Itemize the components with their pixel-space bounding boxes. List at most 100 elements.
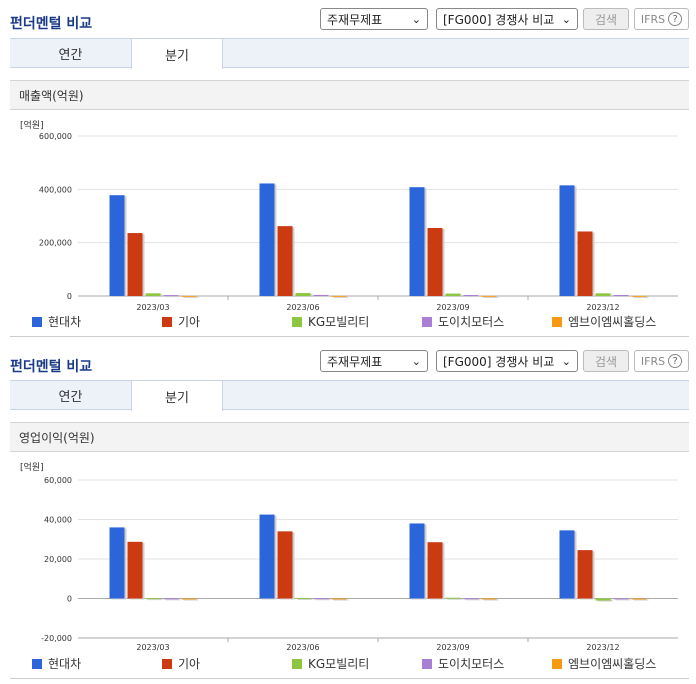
bar-기아-2023-09	[427, 228, 443, 296]
bar-도이치모터스-2023-06	[313, 598, 329, 600]
bar-현대차-2023-03	[109, 195, 125, 296]
legend-label: 도이치모터스	[438, 657, 505, 671]
x-tick-label: 2023/09	[436, 643, 469, 652]
peer-group-select[interactable]: [FG000] 경쟁사 비교 ⌄	[436, 8, 578, 30]
bar-현대차-2023-12	[559, 185, 575, 296]
unit-label: [억원]	[20, 463, 44, 473]
ifrs-help-button[interactable]: IFRS ?	[634, 350, 689, 372]
legend-swatch	[162, 316, 172, 327]
bar-엠브이엠씨홀딩스-2023-03	[181, 598, 197, 600]
legend-swatch	[32, 316, 42, 327]
bar-shadow	[447, 598, 463, 600]
bar-shadow	[297, 598, 313, 600]
tab-annual[interactable]: 연간	[58, 390, 83, 405]
legend-label: 엠브이엠씨홀딩스	[568, 657, 657, 671]
legend-item-도이치모터스[interactable]: 도이치모터스	[422, 655, 504, 672]
legend-swatch	[422, 658, 432, 669]
legend-item-기아[interactable]: 기아	[162, 313, 200, 330]
bar-도이치모터스-2023-12	[613, 598, 629, 600]
tab-quarterly[interactable]: 분기	[131, 39, 223, 69]
chevron-down-icon: ⌄	[411, 12, 421, 26]
legend-label: 도이치모터스	[438, 315, 505, 329]
y-tick-label: 0	[67, 292, 72, 301]
ifrs-label: IFRS	[640, 354, 666, 368]
bar-엠브이엠씨홀딩스-2023-12	[631, 598, 647, 600]
statement-type-select[interactable]: 주재무제표 ⌄	[320, 8, 428, 30]
bar-shadow	[615, 599, 631, 601]
legend-item-KG모빌리티[interactable]: KG모빌리티	[292, 313, 369, 330]
unit-label: [억원]	[20, 121, 44, 131]
legend-swatch	[32, 658, 42, 669]
statement-type-value: 주재무제표	[327, 12, 383, 27]
legend-item-기아[interactable]: 기아	[162, 655, 200, 672]
bar-기아-2023-12	[577, 231, 593, 296]
bar-기아-2023-03	[127, 233, 143, 296]
bar-shadow	[633, 599, 649, 601]
legend-label: 기아	[178, 315, 201, 329]
bar-shadow	[597, 599, 613, 602]
y-tick-label: 200,000	[39, 239, 72, 248]
peer-group-select[interactable]: [FG000] 경쟁사 비교 ⌄	[436, 350, 578, 372]
legend-label: KG모빌리티	[308, 657, 370, 671]
peer-group-value: [FG000] 경쟁사 비교	[443, 354, 555, 369]
bar-현대차-2023-12	[559, 530, 575, 599]
bar-도이치모터스-2023-03	[163, 598, 179, 600]
tab-quarterly[interactable]: 분기	[131, 381, 223, 411]
search-button[interactable]: 검색	[583, 8, 629, 30]
bar-shadow	[483, 599, 499, 601]
legend-swatch	[162, 658, 172, 669]
legend-swatch	[422, 316, 432, 327]
bar-현대차-2023-09	[409, 187, 425, 296]
bar-shadow	[333, 296, 349, 298]
fundamental-compare-section-1: 펀더멘털 비교 주재무제표 ⌄ [FG000] 경쟁사 비교 ⌄ 검색 IFRS ?…	[10, 8, 689, 337]
bar-shadow	[183, 296, 199, 298]
legend-swatch	[552, 316, 562, 327]
bar-기아-2023-06	[277, 226, 293, 296]
bar-KG모빌리티-2023-12	[595, 293, 611, 296]
divider	[10, 336, 689, 337]
bar-기아-2023-12	[577, 550, 593, 599]
legend-item-KG모빌리티[interactable]: KG모빌리티	[292, 655, 369, 672]
legend-swatch	[292, 316, 302, 327]
ifrs-label: IFRS	[640, 12, 666, 26]
bar-기아-2023-09	[427, 542, 443, 599]
bar-현대차-2023-09	[409, 523, 425, 599]
section-title: 펀더멘털 비교	[10, 359, 93, 375]
bar-도이치모터스-2023-09	[463, 295, 479, 297]
bar-shadow	[315, 599, 331, 601]
tab-annual[interactable]: 연간	[58, 48, 83, 63]
bar-shadow	[465, 599, 481, 601]
bar-shadow	[165, 296, 181, 298]
statement-type-select[interactable]: 주재무제표 ⌄	[320, 350, 428, 372]
legend-item-현대차[interactable]: 현대차	[32, 313, 81, 330]
legend-label: KG모빌리티	[308, 315, 370, 329]
bar-KG모빌리티-2023-03	[145, 293, 161, 296]
legend-item-엠브이엠씨홀딩스[interactable]: 엠브이엠씨홀딩스	[552, 655, 656, 672]
search-button[interactable]: 검색	[583, 350, 629, 372]
x-tick-label: 2023/12	[586, 643, 619, 652]
divider	[10, 678, 689, 679]
legend-label: 엠브이엠씨홀딩스	[568, 315, 657, 329]
x-tick-label: 2023/03	[136, 303, 169, 312]
bar-shadow	[483, 296, 499, 298]
metric-header: 영업이익(억원)	[10, 422, 689, 452]
revenue-bar-chart: 0 200,000 400,000 600,000 2023/03 2023/06 2023…	[39, 132, 678, 312]
bar-현대차-2023-03	[109, 527, 125, 599]
legend-item-도이치모터스[interactable]: 도이치모터스	[422, 313, 504, 330]
chart-legend: 현대차 기아 KG모빌리티 도이치모터스 엠브이엠씨홀딩스	[0, 655, 696, 671]
bar-엠브이엠씨홀딩스-2023-09	[481, 598, 497, 600]
question-icon: ?	[668, 12, 683, 26]
x-tick-label: 2023/06	[286, 303, 319, 312]
y-tick-label: 400,000	[39, 185, 72, 194]
x-tick-label: 2023/06	[286, 643, 319, 652]
y-tick-label: -20,000	[41, 634, 72, 643]
legend-item-엠브이엠씨홀딩스[interactable]: 엠브이엠씨홀딩스	[552, 313, 656, 330]
legend-item-현대차[interactable]: 현대차	[32, 655, 81, 672]
bar-shadow	[633, 296, 649, 298]
chevron-down-icon: ⌄	[561, 12, 571, 26]
ifrs-help-button[interactable]: IFRS ?	[634, 8, 689, 30]
bar-shadow	[333, 599, 349, 601]
bar-shadow	[465, 296, 481, 298]
fundamental-compare-section-2: 펀더멘털 비교 주재무제표 ⌄ [FG000] 경쟁사 비교 ⌄ 검색 IFRS ?…	[0, 342, 696, 684]
period-tabs: 연간 분기	[10, 380, 689, 411]
